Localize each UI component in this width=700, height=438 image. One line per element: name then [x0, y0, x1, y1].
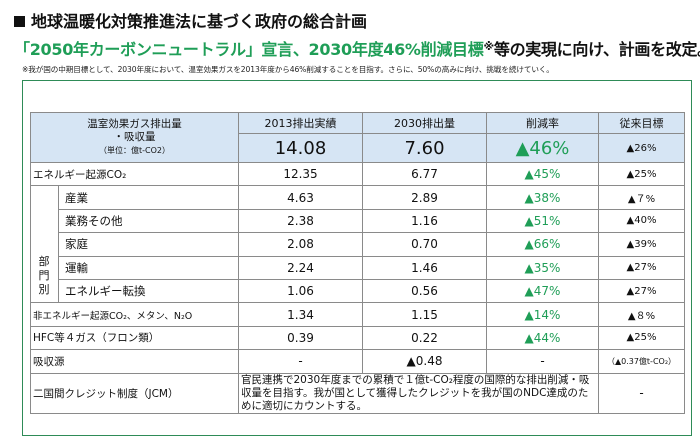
sector-spacer — [30, 185, 59, 304]
total-2030: 7.60 — [362, 133, 487, 163]
headline-green: 「2050年カーボンニュートラル」宣言、2030年度46%削減目標 — [14, 40, 484, 59]
sector-2013: 2.08 — [238, 232, 363, 257]
sink-2013: - — [238, 349, 363, 374]
sink-rate: - — [486, 349, 599, 374]
sector-rate: ▲35% — [486, 255, 599, 280]
sink-row: 吸収源 - ▲0.48 - （▲0.37億t-CO₂） — [30, 349, 685, 374]
hfc-2013: 0.39 — [238, 325, 363, 351]
sector-2013: 2.24 — [238, 255, 363, 280]
non-energy-2030: 1.15 — [362, 302, 487, 327]
sector-prev: ▲39% — [598, 232, 685, 257]
table-header-row: 温室効果ガス排出量 ・吸収量 （単位：億t-CO2） 2013排出実績 2030… — [30, 112, 685, 163]
sector-label: 産業 — [58, 185, 239, 210]
sector-row: 産業 4.63 2.89 ▲38% ▲７% — [30, 185, 685, 304]
jcm-row: 二国間クレジット制度（JCM） 官民連携で2030年度までの累積で１億t-CO₂… — [30, 372, 685, 414]
sector-row: 家庭 2.08 0.70 ▲66% ▲39% — [31, 232, 685, 257]
energy-prev: ▲25% — [598, 161, 685, 187]
table-frame — [22, 80, 692, 436]
jcm-prev: - — [598, 372, 685, 414]
sector-2013: 2.38 — [238, 208, 363, 234]
sector-prev: ▲７% — [598, 185, 685, 210]
header-label-cell: 温室効果ガス排出量 ・吸収量 （単位：億t-CO2） — [30, 112, 239, 163]
sector-label: 家庭 — [58, 232, 239, 257]
energy-rate: ▲45% — [486, 161, 599, 187]
sink-2030: ▲0.48 — [362, 349, 487, 374]
hfc-label: HFC等４ガス（フロン類） — [30, 325, 239, 351]
sector-label: エネルギー転換 — [58, 278, 239, 304]
sector-2030: 0.70 — [362, 232, 487, 257]
hfc-rate: ▲44% — [486, 325, 599, 351]
non-energy-2013: 1.34 — [238, 302, 363, 327]
hfc-prev: ▲25% — [598, 325, 685, 351]
energy-row: エネルギー起源CO₂ 12.35 6.77 ▲45% ▲25% — [30, 161, 685, 187]
sector-rate: ▲51% — [486, 208, 599, 234]
sector-2030: 1.46 — [362, 255, 487, 280]
non-energy-prev: ▲８% — [598, 302, 685, 327]
sector-2013: 1.06 — [238, 278, 363, 304]
sector-rate: ▲38% — [486, 185, 599, 210]
header-rate: 削減率 — [486, 112, 599, 134]
non-energy-row: 非エネルギー起源CO₂、メタン、N₂O 1.34 1.15 ▲14% ▲８% — [30, 302, 685, 327]
sector-row: エネルギー転換 1.06 0.56 ▲47% ▲27% — [31, 278, 685, 304]
energy-2030: 6.77 — [362, 161, 487, 187]
sector-rate: ▲66% — [486, 232, 599, 257]
non-energy-label: 非エネルギー起源CO₂、メタン、N₂O — [30, 302, 239, 327]
sector-prev: ▲27% — [598, 255, 685, 280]
total-2013: 14.08 — [238, 133, 363, 163]
sector-prev: ▲27% — [598, 278, 685, 304]
page-title: 地球温暖化対策推進法に基づく政府の総合計画 — [14, 8, 367, 32]
emissions-table: 温室効果ガス排出量 ・吸収量 （単位：億t-CO2） 2013排出実績 2030… — [30, 112, 685, 414]
hfc-2030: 0.22 — [362, 325, 487, 351]
sector-2030: 0.56 — [362, 278, 487, 304]
sector-row: 運輸 2.24 1.46 ▲35% ▲27% — [31, 255, 685, 280]
energy-label: エネルギー起源CO₂ — [30, 161, 239, 187]
energy-2013: 12.35 — [238, 161, 363, 187]
sector-prev: ▲40% — [598, 208, 685, 234]
headline-note-mark: ※ — [483, 40, 494, 53]
sink-prev: （▲0.37億t-CO₂） — [598, 349, 685, 374]
headline-rest: 等の実現に向け、計画を改定。 — [493, 40, 700, 59]
sector-label: 業務その他 — [58, 208, 239, 234]
hfc-row: HFC等４ガス（フロン類） 0.39 0.22 ▲44% ▲25% — [30, 325, 685, 351]
headline: 「2050年カーボンニュートラル」宣言、2030年度46%削減目標※等の実現に向… — [14, 36, 700, 60]
jcm-note: 官民連携で2030年度までの累積で１億t-CO₂程度の国際的な排出削減・吸収量を… — [238, 372, 599, 414]
header-2030: 2030排出量 — [362, 112, 487, 134]
sector-row: 業務その他 2.38 1.16 ▲51% ▲40% — [31, 208, 685, 234]
total-rate: ▲46% — [486, 133, 599, 163]
sector-label: 運輸 — [58, 255, 239, 280]
total-prev: ▲26% — [598, 133, 685, 163]
sector-rate: ▲47% — [486, 278, 599, 304]
non-energy-rate: ▲14% — [486, 302, 599, 327]
header-prev: 従来目標 — [598, 112, 685, 134]
sector-2013: 4.63 — [238, 185, 363, 210]
sector-2030: 2.89 — [362, 185, 487, 210]
header-2013: 2013排出実績 — [238, 112, 363, 134]
square-bullet-icon — [14, 16, 25, 27]
jcm-label: 二国間クレジット制度（JCM） — [30, 372, 239, 414]
footnote: ※我が国の中期目標として、2030年度において、温室効果ガスを2013年度から4… — [22, 65, 554, 74]
sector-2030: 1.16 — [362, 208, 487, 234]
sink-label: 吸収源 — [30, 349, 239, 374]
